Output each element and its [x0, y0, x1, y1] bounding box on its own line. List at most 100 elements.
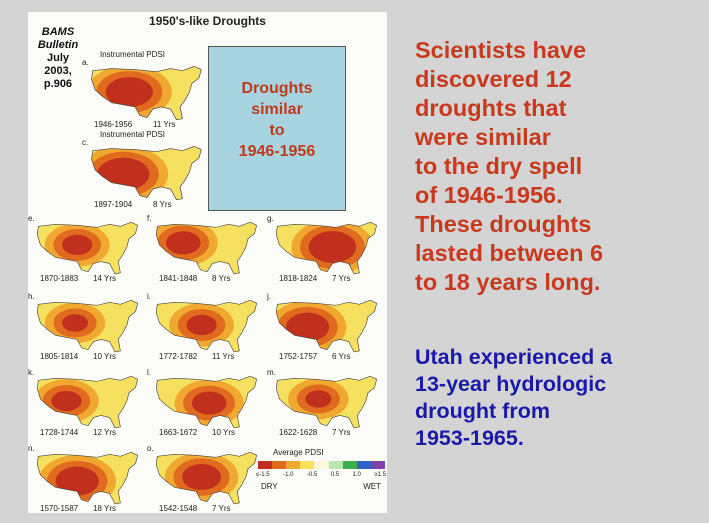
us-map-graphic [155, 451, 258, 505]
source-line: July [46, 52, 69, 64]
summary-line: of 1946-1956. [415, 182, 563, 208]
map-period: 1663-1672 [159, 428, 198, 437]
map-letter: n. [28, 444, 35, 453]
us-map-graphic [91, 66, 202, 121]
summary-line: droughts that [415, 95, 567, 121]
legend-swatch [300, 461, 315, 469]
map-period: 1570-1587 [40, 504, 79, 513]
legend-tick: ≤-1.5 [256, 472, 270, 478]
map-outline [275, 375, 378, 429]
map-period: 1728-1744 [40, 428, 79, 437]
map-period: 1772-1782 [159, 352, 198, 361]
summary-line: discovered 12 [415, 66, 572, 92]
legend-swatch [356, 461, 371, 469]
drought-region [105, 77, 153, 107]
map-outline [155, 299, 258, 353]
us-map-graphic [155, 375, 258, 429]
utah-line: 13-year hydrologic [415, 372, 607, 396]
map-period: 1841-1848 [159, 274, 198, 283]
us-map-graphic [36, 299, 139, 353]
map-outline [36, 451, 139, 505]
legend-tick: 1.0 [352, 472, 361, 478]
drought-map: k. 1728-1744 12 Yrs [28, 368, 142, 442]
map-letter: c. [82, 138, 89, 147]
summary-line: These droughts [415, 211, 592, 237]
map-duration: 14 Yrs [93, 274, 116, 283]
summary-line: to the dry spell [415, 153, 583, 179]
legend-swatch [314, 461, 329, 469]
summary-line: lasted between 6 [415, 240, 604, 266]
us-map-graphic [275, 299, 378, 353]
map-period: 1622-1628 [279, 428, 318, 437]
map-period: 1870-1883 [40, 274, 79, 283]
highlight-line: Droughts [241, 80, 313, 97]
legend-tick: ≥1.5 [374, 472, 386, 478]
map-duration: 11 Yrs [212, 352, 235, 361]
map-letter: h. [28, 292, 35, 301]
drought-map: o. 1542-1548 7 Yrs [147, 444, 261, 518]
drought-map: i. 1772-1782 11 Yrs [147, 292, 261, 366]
map-duration: 7 Yrs [212, 504, 231, 513]
source-line: BAMS [41, 26, 75, 38]
map-period: 1818-1824 [279, 274, 318, 283]
legend-swatch [328, 461, 343, 469]
map-outline [36, 375, 139, 429]
drought-map: j. 1752-1757 6 Yrs [267, 292, 381, 366]
map-duration: 11 Yrs [153, 120, 176, 129]
map-duration: 12 Yrs [93, 428, 116, 437]
drought-map: n. 1570-1587 18 Yrs [28, 444, 142, 518]
source-line: Bulletin [37, 39, 79, 51]
figure-title: 1950's-like Droughts [149, 14, 266, 28]
legend-tick: -0.5 [306, 472, 318, 478]
legend-wet-label: WET [363, 482, 381, 491]
drought-map: c. Instrumental PDSI 1897-1904 8 Yrs [82, 130, 206, 214]
summary-line: Scientists have [415, 37, 587, 63]
us-map-graphic [36, 451, 139, 505]
map-letter: m. [267, 368, 276, 377]
drought-region [305, 390, 332, 408]
source-line: p.906 [43, 78, 73, 90]
legend-title: Average PDSI [273, 448, 324, 457]
utah-line: 1953-1965. [415, 426, 524, 450]
highlight-line: 1946-1956 [238, 143, 316, 160]
legend-swatch [286, 461, 301, 469]
utah-drought-text: Utah experienced a 13-year hydrologic dr… [415, 344, 705, 452]
legend-tick: 0.5 [330, 472, 340, 478]
map-period: 1752-1757 [279, 352, 318, 361]
map-outline [275, 221, 378, 275]
us-map-graphic [275, 375, 378, 429]
drought-map: l. 1663-1672 10 Yrs [147, 368, 261, 442]
source-citation: BAMS Bulletin July 2003, p.906 [30, 26, 86, 91]
legend-tick: -1.0 [283, 472, 294, 478]
summary-line: were similar [415, 124, 551, 150]
map-label: Instrumental PDSI [100, 130, 165, 139]
drought-region [308, 231, 357, 263]
map-outline [155, 451, 258, 505]
map-duration: 7 Yrs [332, 428, 351, 437]
drought-map: f. 1841-1848 8 Yrs [147, 214, 261, 288]
highlight-box: Droughts similar to 1946-1956 [208, 46, 346, 211]
highlight-line: to [269, 122, 285, 139]
legend-ticks: ≤-1.5 -1.0 -0.5 0.5 1.0 ≥1.5 [256, 472, 386, 478]
map-duration: 6 Yrs [332, 352, 351, 361]
highlight-line: similar [251, 101, 303, 118]
drought-region [62, 314, 88, 332]
highlight-text: Droughts similar to 1946-1956 [209, 78, 345, 162]
map-period: 1542-1548 [159, 504, 198, 513]
map-outline [36, 221, 139, 275]
map-outline [36, 299, 139, 353]
drought-map: a. Instrumental PDSI 1946-1956 11 Yrs [82, 50, 206, 134]
map-outline [91, 146, 202, 201]
drought-region [165, 231, 201, 255]
source-line: 2003, [44, 65, 72, 77]
drought-region [186, 314, 217, 336]
drought-region [182, 463, 222, 491]
map-period: 1897-1904 [94, 200, 133, 209]
utah-line: drought from [415, 399, 550, 423]
map-letter: l. [147, 368, 151, 377]
legend-color-bar [258, 461, 385, 469]
map-letter: j. [267, 292, 271, 301]
drought-region [51, 390, 82, 412]
legend-swatch [342, 461, 357, 469]
legend-swatch [258, 461, 273, 469]
